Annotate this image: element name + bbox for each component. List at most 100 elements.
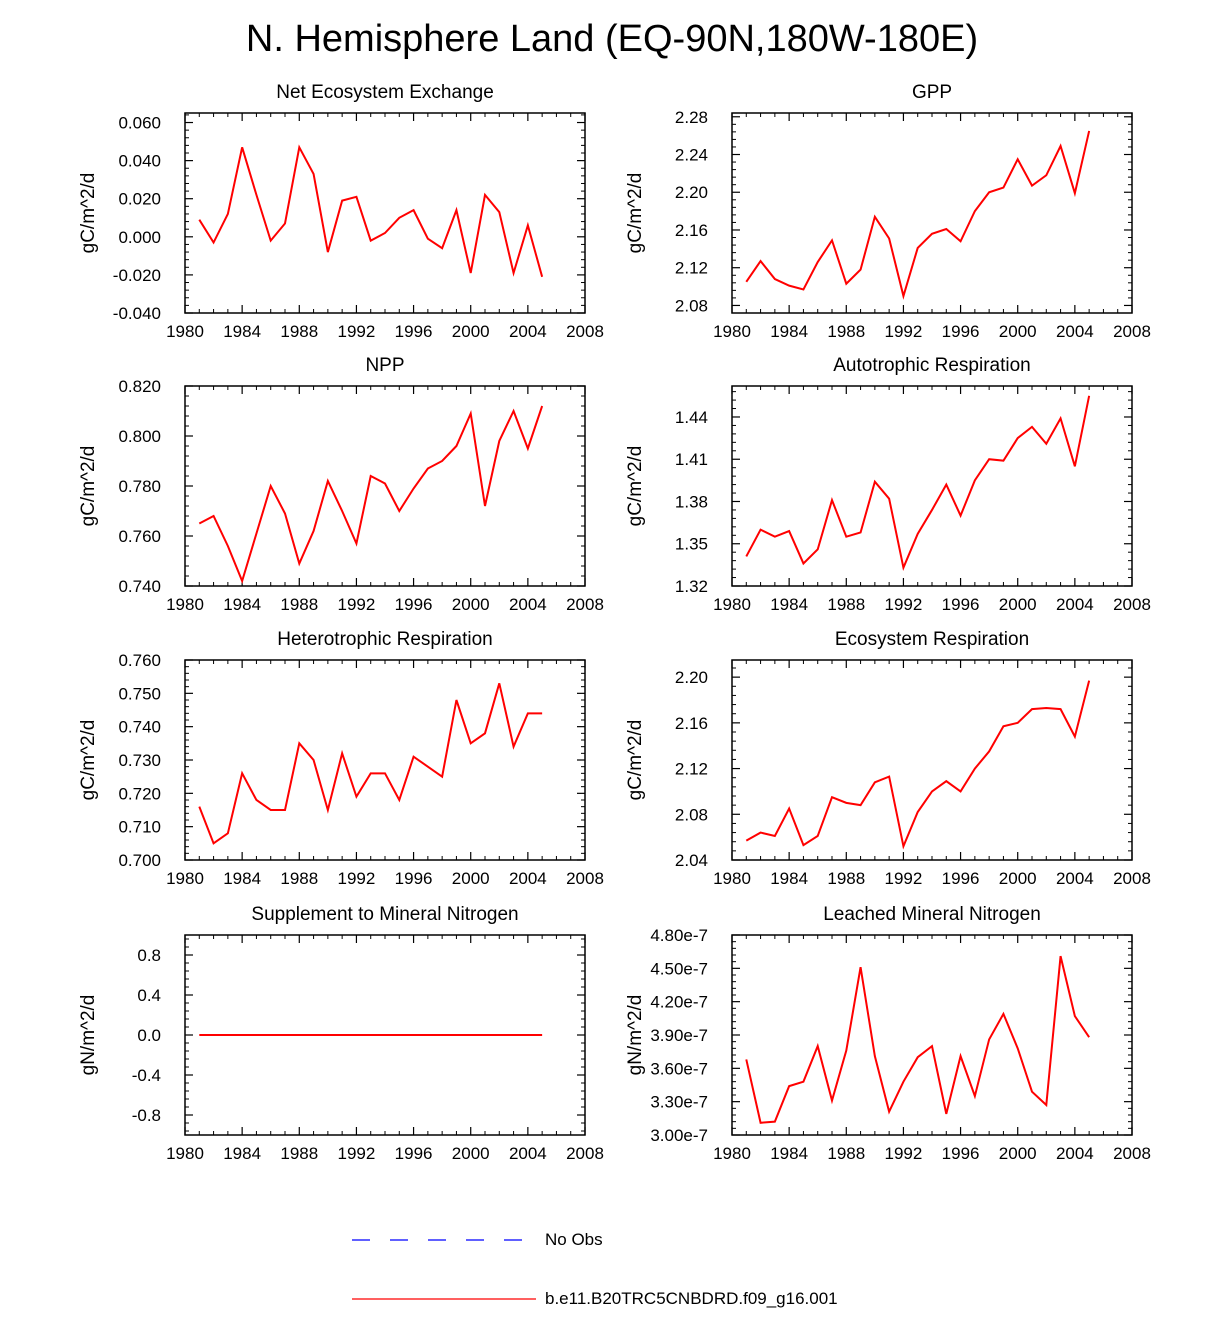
x-tick-label: 2008 bbox=[1113, 869, 1151, 888]
model-series-line bbox=[198, 144, 544, 278]
panel-title: Autotrophic Respiration bbox=[833, 355, 1031, 376]
figure-title: N. Hemisphere Land (EQ-90N,180W-180E) bbox=[245, 18, 979, 60]
x-tick-label: 2004 bbox=[509, 595, 547, 614]
x-tick-label: 2008 bbox=[566, 322, 604, 341]
x-tick-label: 1988 bbox=[280, 595, 318, 614]
y-tick-label: -0.8 bbox=[132, 1106, 161, 1125]
y-tick-label: -0.020 bbox=[113, 266, 161, 285]
y-tick-label: 0.800 bbox=[118, 427, 161, 446]
y-tick-label: 3.60e-7 bbox=[650, 1059, 708, 1078]
x-tick-label: 1992 bbox=[885, 595, 923, 614]
x-tick-label: 1992 bbox=[338, 322, 376, 341]
x-tick-label: 1992 bbox=[338, 595, 376, 614]
x-tick-label: 1984 bbox=[770, 322, 808, 341]
y-tick-label: 0.060 bbox=[118, 114, 161, 133]
x-tick-label: 1996 bbox=[395, 595, 433, 614]
y-tick-label: 1.32 bbox=[675, 577, 708, 596]
x-tick-label: 1996 bbox=[942, 322, 980, 341]
x-tick-label: 1980 bbox=[166, 595, 204, 614]
panel-title: Ecosystem Respiration bbox=[835, 629, 1029, 650]
legend-label-model: b.e11.B20TRC5CNBDRD.f09_g16.001 bbox=[545, 1289, 838, 1308]
y-tick-label: 0.750 bbox=[118, 684, 161, 703]
x-tick-label: 1992 bbox=[885, 322, 923, 341]
x-tick-label: 2004 bbox=[509, 322, 547, 341]
y-tick-label: 0.740 bbox=[118, 718, 161, 737]
y-tick-label: 1.35 bbox=[675, 535, 708, 554]
x-tick-label: 1980 bbox=[166, 1144, 204, 1163]
plot-frame bbox=[731, 385, 1133, 587]
y-tick-label: 3.90e-7 bbox=[650, 1026, 708, 1045]
chart-panel-1: Net Ecosystem Exchange gC/m^2/d 1980 1984 19… bbox=[78, 82, 604, 341]
x-tick-label: 2000 bbox=[999, 1144, 1037, 1163]
x-tick-label: 1984 bbox=[223, 322, 261, 341]
y-tick-label: 0.000 bbox=[118, 228, 161, 247]
x-tick-label: 2004 bbox=[1056, 595, 1094, 614]
y-tick-label: 4.20e-7 bbox=[650, 993, 708, 1012]
x-tick-label: 1996 bbox=[942, 869, 980, 888]
y-tick-label: 0.780 bbox=[118, 477, 161, 496]
x-tick-label: 2000 bbox=[999, 869, 1037, 888]
y-tick-label: 0.700 bbox=[118, 851, 161, 870]
x-tick-label: 2004 bbox=[1056, 869, 1094, 888]
y-tick-label: 2.20 bbox=[675, 183, 708, 202]
y-tick-label: 1.41 bbox=[675, 450, 708, 469]
y-tick-label: 3.30e-7 bbox=[650, 1093, 708, 1112]
y-tick-label: 2.16 bbox=[675, 221, 708, 240]
x-tick-label: 1980 bbox=[166, 322, 204, 341]
x-tick-label: 1980 bbox=[713, 1144, 751, 1163]
y-axis-label: gC/m^2/d bbox=[625, 720, 646, 801]
x-tick-label: 1984 bbox=[770, 869, 808, 888]
x-tick-label: 1988 bbox=[280, 1144, 318, 1163]
legend-dashed-line-swatch bbox=[352, 1239, 530, 1241]
chart-panel-4: Autotrophic Respiration gC/m^2/d 1980 1984 1… bbox=[625, 355, 1151, 614]
model-series-line bbox=[198, 683, 543, 845]
x-tick-label: 1988 bbox=[827, 1144, 865, 1163]
y-tick-label: 2.04 bbox=[675, 851, 708, 870]
y-tick-label: 1.38 bbox=[675, 492, 708, 511]
model-series-line bbox=[745, 395, 1091, 572]
chart-panel-5: Heterotrophic Respiration gC/m^2/d 1980 198… bbox=[78, 629, 604, 888]
panel-title: GPP bbox=[912, 82, 952, 103]
y-tick-label: 2.12 bbox=[675, 760, 708, 779]
y-tick-label: 0.8 bbox=[137, 946, 161, 965]
x-tick-label: 1988 bbox=[827, 322, 865, 341]
x-tick-label: 1984 bbox=[770, 1144, 808, 1163]
x-tick-label: 2008 bbox=[1113, 595, 1151, 614]
x-tick-label: 1980 bbox=[713, 595, 751, 614]
chart-panel-2: GPP gC/m^2/d 1980 1984 1988 1992 1996 2000 2004 2… bbox=[625, 82, 1151, 341]
x-tick-label: 2004 bbox=[1056, 1144, 1094, 1163]
x-tick-label: 2004 bbox=[1056, 322, 1094, 341]
y-tick-label: 0.720 bbox=[118, 784, 161, 803]
x-tick-label: 2008 bbox=[566, 595, 604, 614]
plot-frame bbox=[184, 385, 586, 587]
legend-entry-model: b.e11.B20TRC5CNBDRD.f09_g16.001 bbox=[350, 1284, 910, 1314]
x-tick-label: 1996 bbox=[395, 1144, 433, 1163]
y-tick-label: 0.740 bbox=[118, 577, 161, 596]
x-tick-label: 1992 bbox=[885, 869, 923, 888]
chart-panel-6: Ecosystem Respiration gC/m^2/d 1980 1984 198… bbox=[625, 629, 1151, 888]
y-tick-label: 0.040 bbox=[118, 152, 161, 171]
plot-frame bbox=[731, 112, 1133, 314]
y-axis-label: gC/m^2/d bbox=[78, 446, 99, 527]
y-tick-label: 0.0 bbox=[137, 1026, 161, 1045]
y-tick-label: 2.12 bbox=[675, 259, 708, 278]
model-series-line bbox=[745, 955, 1090, 1124]
y-tick-label: 0.820 bbox=[118, 377, 161, 396]
y-tick-label: 2.16 bbox=[675, 714, 708, 733]
y-tick-label: 2.24 bbox=[675, 146, 708, 165]
legend-label-obs: No Obs bbox=[545, 1230, 603, 1249]
x-tick-label: 2000 bbox=[452, 869, 490, 888]
x-tick-label: 2000 bbox=[452, 595, 490, 614]
y-tick-label: 0.710 bbox=[118, 818, 161, 837]
x-tick-label: 1996 bbox=[942, 1144, 980, 1163]
y-tick-label: 2.08 bbox=[675, 296, 708, 315]
x-tick-label: 1980 bbox=[713, 869, 751, 888]
x-tick-label: 1984 bbox=[223, 595, 261, 614]
y-tick-label: 0.4 bbox=[137, 986, 161, 1005]
y-tick-label: 2.08 bbox=[675, 805, 708, 824]
chart-panel-3: NPP gC/m^2/d 1980 1984 1988 1992 1996 2000 2004 2… bbox=[78, 355, 604, 614]
x-tick-label: 2000 bbox=[452, 1144, 490, 1163]
y-tick-label: 0.760 bbox=[118, 527, 161, 546]
y-tick-label: 3.00e-7 bbox=[650, 1126, 708, 1145]
